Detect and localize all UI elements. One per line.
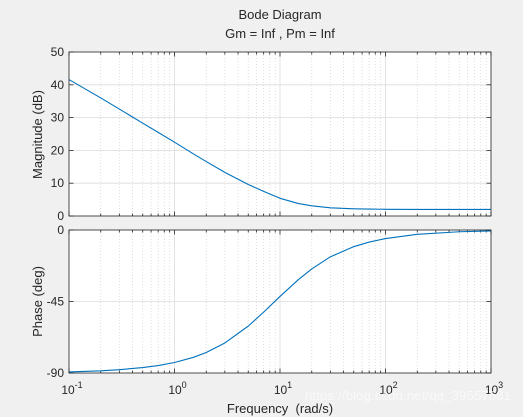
y-tick-label: 40	[51, 78, 65, 92]
watermark-text: https://blog.csdn.net/qq_39557581	[305, 388, 512, 403]
x-tick-label: 102	[379, 380, 397, 397]
magnitude-axis-label: Magnitude (dB)	[29, 89, 45, 179]
axes-box	[68, 51, 492, 217]
x-tick-label: 100	[168, 380, 186, 397]
magnitude-curve	[68, 79, 491, 210]
y-tick-label: 50	[51, 45, 65, 59]
chart-subtitle: Gm = Inf , Pm = Inf	[225, 26, 335, 41]
x-tick-label: 103	[485, 380, 503, 397]
y-tick-label: 0	[57, 223, 64, 237]
y-tick-label: 10	[51, 176, 65, 190]
y-tick-label: -90	[47, 366, 65, 380]
phase-curve	[68, 230, 492, 373]
x-tick-label: 10-1	[61, 380, 82, 397]
x-tick-label: 101	[274, 380, 292, 397]
y-tick-label: 0	[57, 209, 64, 223]
phase-axis-label: Phase (deg)	[29, 266, 45, 337]
axes-box	[68, 229, 492, 374]
y-tick-label: 20	[51, 143, 65, 157]
chart-title: Bode Diagram	[238, 7, 322, 22]
y-tick-label: 30	[51, 111, 65, 125]
frequency-axis-label: Frequency (rad/s)	[226, 401, 334, 416]
y-tick-label: -45	[47, 295, 65, 309]
